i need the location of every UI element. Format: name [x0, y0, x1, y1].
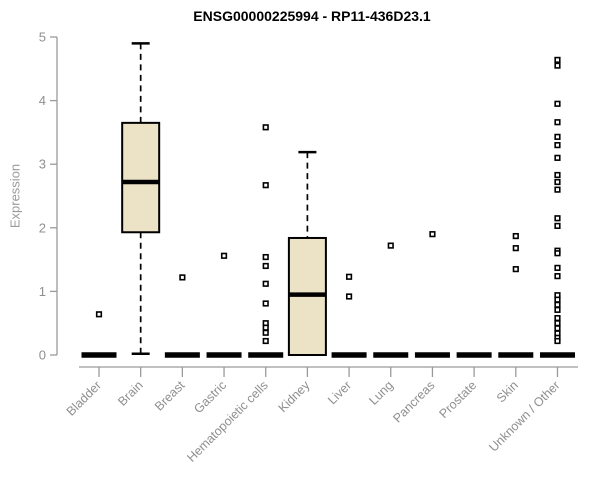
zero-bar	[164, 352, 200, 358]
outlier-point	[262, 337, 269, 345]
zero-bar	[498, 352, 534, 358]
outlier-point	[429, 231, 436, 238]
category-label: Pancreas	[390, 378, 437, 425]
outlier-point	[554, 264, 561, 271]
category-label: Gastric	[191, 378, 229, 416]
category-label: Prostate	[436, 378, 479, 421]
category-label: Liver	[325, 378, 354, 407]
outlier-point	[554, 306, 561, 313]
outlier-point	[554, 320, 561, 327]
outlier-point	[554, 56, 561, 63]
y-tick-label: 3	[39, 157, 46, 172]
category-label: Breast	[152, 378, 188, 414]
outlier-point	[220, 252, 228, 259]
outlier-point	[179, 274, 186, 281]
category-label: Hematopoietic cells	[184, 378, 271, 465]
outlier-point	[554, 315, 561, 322]
outlier-point	[554, 186, 561, 193]
zero-bar	[456, 352, 492, 358]
y-tick-label: 2	[39, 220, 46, 235]
outlier-point	[262, 182, 269, 189]
zero-bar	[206, 352, 242, 358]
zero-bar	[539, 352, 575, 358]
category-label: Kidney	[276, 378, 313, 415]
box	[121, 121, 161, 234]
outlier-point	[512, 266, 519, 273]
category-label: Unknown / Other	[486, 378, 562, 454]
outlier-point	[554, 62, 561, 69]
category-label: Brain	[115, 378, 146, 409]
outlier-point	[554, 215, 561, 222]
outlier-point	[554, 325, 561, 332]
chart-title: ENSG00000225994 - RP11-436D23.1	[193, 8, 431, 24]
outlier-point	[95, 311, 103, 318]
outlier-point	[262, 262, 269, 270]
outlier-point	[554, 250, 561, 257]
outlier-point	[262, 253, 269, 261]
outlier-point	[554, 178, 561, 186]
y-tick-label: 1	[39, 284, 46, 299]
zero-bar	[81, 352, 117, 358]
outlier-point	[554, 119, 561, 126]
zero-bar	[248, 352, 284, 358]
outlier-point	[262, 300, 269, 307]
outlier-point	[262, 124, 269, 131]
outlier-point	[262, 280, 269, 287]
category-label: Lung	[366, 378, 396, 408]
zero-bar	[414, 352, 450, 358]
outlier-point	[554, 296, 561, 303]
outlier-point	[345, 273, 353, 280]
outlier-point	[262, 329, 269, 336]
outlier-point	[554, 142, 561, 149]
category-label: Bladder	[64, 378, 104, 418]
category-label: Skin	[494, 378, 521, 405]
outlier-point	[554, 337, 561, 345]
outlier-point	[554, 301, 561, 308]
outlier-point	[554, 133, 561, 140]
outlier-point	[345, 293, 353, 300]
y-tick-label: 4	[39, 93, 46, 108]
outlier-point	[554, 273, 561, 280]
zero-bar	[331, 352, 367, 358]
outlier-point	[512, 232, 519, 240]
outlier-point	[554, 154, 561, 161]
zero-bar	[373, 352, 409, 358]
outlier-point	[512, 245, 519, 252]
outlier-point	[554, 222, 561, 229]
outlier-point	[262, 324, 269, 331]
y-tick-label: 0	[39, 348, 46, 363]
y-tick-label: 5	[39, 30, 46, 45]
outlier-point	[387, 242, 394, 249]
outlier-point	[554, 171, 561, 179]
outlier-point	[554, 100, 561, 107]
